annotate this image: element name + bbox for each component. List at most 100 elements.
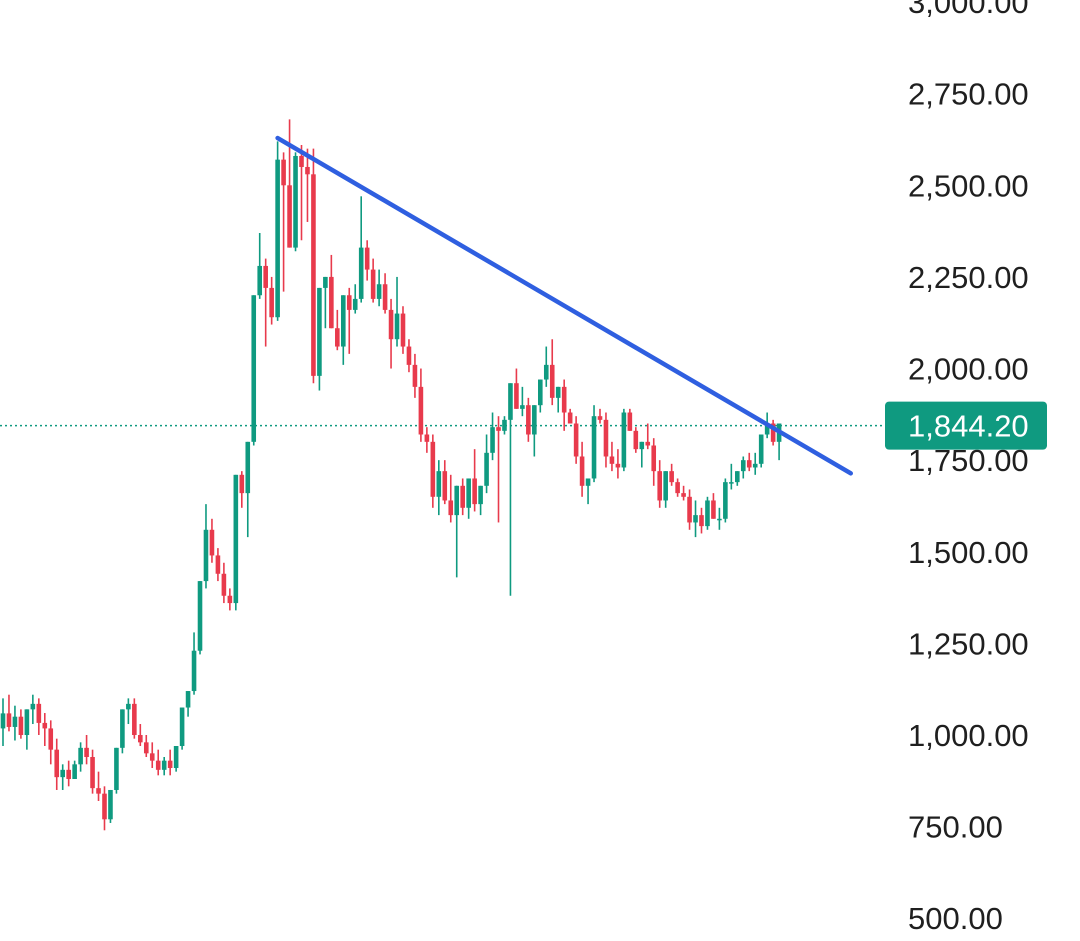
candle-down bbox=[155, 760, 161, 770]
candle-up bbox=[585, 478, 591, 486]
candle-down bbox=[215, 555, 221, 574]
candle-up bbox=[543, 364, 549, 380]
candle-down bbox=[42, 722, 48, 729]
candle-down bbox=[597, 416, 603, 420]
candle-down bbox=[18, 716, 24, 736]
candle-up bbox=[764, 423, 770, 435]
candle-down bbox=[526, 405, 531, 435]
last-price-tag-bg bbox=[885, 401, 1047, 450]
candle-up bbox=[203, 529, 209, 582]
y-tick-label: 1,250.00 bbox=[908, 626, 1029, 661]
candle-down bbox=[239, 474, 245, 494]
candle-up bbox=[454, 485, 460, 516]
candle-down bbox=[311, 174, 316, 376]
candle-down bbox=[645, 441, 651, 446]
candle-up bbox=[60, 769, 65, 778]
candle-up bbox=[358, 247, 364, 299]
candle-down bbox=[430, 441, 436, 497]
candle-up bbox=[352, 298, 358, 310]
candle-down bbox=[138, 735, 143, 743]
candle-up bbox=[508, 383, 513, 420]
y-tick-label: 2,750.00 bbox=[908, 77, 1029, 112]
y-tick-label: 1,000.00 bbox=[908, 718, 1029, 753]
candle-down bbox=[221, 573, 227, 596]
candle-down bbox=[406, 346, 412, 365]
candle-down bbox=[335, 328, 340, 347]
y-tick-label: 2,500.00 bbox=[908, 168, 1029, 203]
last-price-tag: 1,844.20 bbox=[885, 401, 1047, 450]
candle-down bbox=[549, 364, 555, 398]
candle-down bbox=[36, 703, 42, 723]
candle-up bbox=[502, 419, 507, 431]
candle-down bbox=[442, 471, 448, 501]
candle-up bbox=[693, 515, 698, 523]
candle-up bbox=[317, 287, 322, 376]
candle-up bbox=[538, 379, 543, 406]
candle-down bbox=[346, 295, 352, 310]
candle-down bbox=[149, 753, 155, 761]
candle-down bbox=[132, 703, 137, 736]
candle-down bbox=[66, 769, 71, 779]
candle-down bbox=[609, 456, 615, 464]
candle-up bbox=[126, 703, 131, 710]
candles bbox=[0, 119, 782, 831]
candle-up bbox=[376, 284, 382, 299]
candle-up bbox=[24, 709, 30, 736]
candle-up bbox=[735, 471, 740, 483]
candle-up bbox=[30, 703, 36, 710]
trendline[interactable] bbox=[275, 135, 853, 476]
candle-down bbox=[96, 788, 101, 794]
candle-up bbox=[275, 159, 280, 318]
last-price-label: 1,844.20 bbox=[908, 409, 1029, 444]
candle-up bbox=[532, 405, 537, 435]
candle-down bbox=[460, 485, 465, 508]
candle-down bbox=[329, 276, 334, 329]
candle-up bbox=[179, 707, 185, 747]
y-tick-label: 2,250.00 bbox=[908, 260, 1029, 295]
candle-up bbox=[484, 452, 489, 486]
candle-up bbox=[0, 713, 6, 729]
candle-down bbox=[269, 287, 274, 318]
candle-down bbox=[412, 364, 418, 387]
candle-up bbox=[520, 405, 525, 409]
candle-down bbox=[167, 760, 173, 768]
candle-down bbox=[615, 463, 621, 468]
candle-down bbox=[472, 478, 477, 505]
candle-down bbox=[227, 595, 233, 604]
y-tick-label: 500.00 bbox=[908, 901, 1003, 936]
candle-up bbox=[191, 650, 197, 692]
candle-down bbox=[281, 159, 286, 186]
candle-up bbox=[78, 747, 83, 765]
candle-down bbox=[746, 460, 752, 468]
candle-down bbox=[657, 471, 662, 501]
candle-up bbox=[639, 441, 645, 450]
candle-down bbox=[209, 529, 215, 556]
candle-up bbox=[293, 155, 298, 248]
candle-down bbox=[299, 155, 304, 167]
candle-down bbox=[711, 500, 716, 519]
candle-down bbox=[573, 423, 579, 457]
candle-down bbox=[305, 166, 310, 175]
candle-down bbox=[681, 493, 686, 497]
candle-up bbox=[478, 485, 483, 505]
price-axis: 3,000.00 2,750.00 2,500.00 2,250.00 2,000.00… bbox=[908, 0, 1029, 936]
y-tick-label: 750.00 bbox=[908, 810, 1003, 845]
candle-down bbox=[770, 423, 776, 442]
candle-up bbox=[436, 471, 442, 497]
candle-down bbox=[382, 284, 388, 310]
candle-down bbox=[669, 471, 674, 483]
candle-down bbox=[48, 728, 54, 750]
candle-up bbox=[257, 265, 263, 296]
candle-down bbox=[496, 427, 501, 431]
candle-up bbox=[729, 482, 734, 484]
candle-down bbox=[400, 313, 406, 347]
y-tick-label: 2,000.00 bbox=[908, 352, 1029, 387]
candle-down bbox=[627, 412, 633, 431]
candle-up bbox=[591, 416, 597, 479]
candle-down bbox=[84, 747, 89, 757]
candle-down bbox=[424, 434, 430, 442]
candle-up bbox=[394, 313, 400, 340]
candle-up bbox=[251, 295, 257, 442]
candle-down bbox=[514, 383, 519, 409]
